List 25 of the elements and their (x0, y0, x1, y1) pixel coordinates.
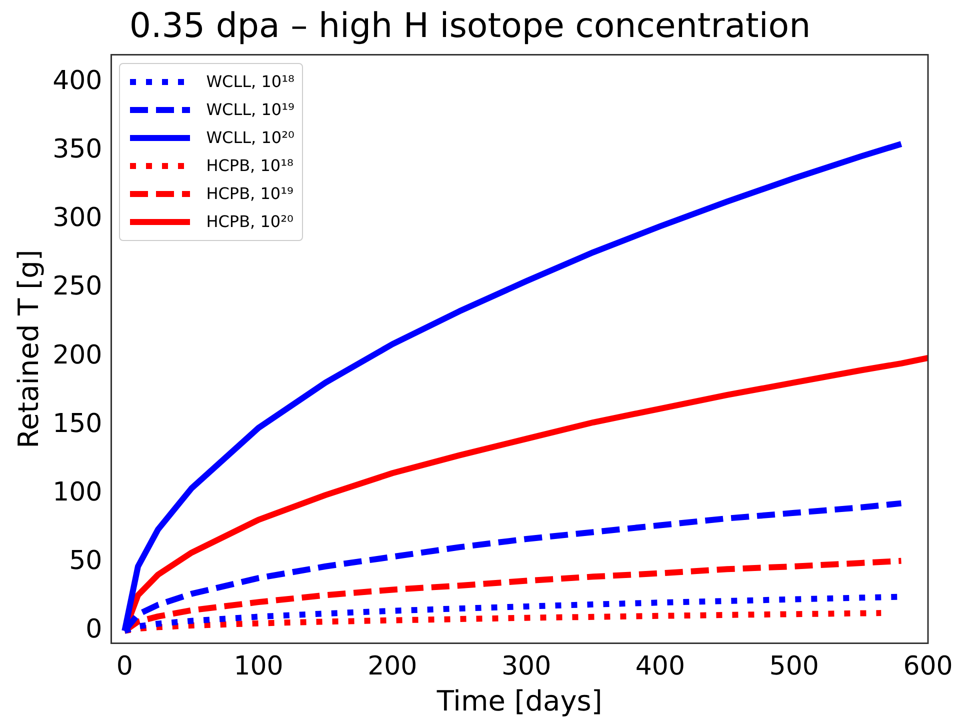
x-tick-label: 100 (234, 652, 284, 682)
y-tick-label: 200 (52, 340, 102, 370)
legend-label: HCPB, 10¹⁸ (206, 156, 294, 176)
chart-title: 0.35 dpa – high H isotope concentration (129, 6, 811, 46)
y-tick-label: 100 (52, 477, 102, 508)
x-axis-title: Time [days] (436, 684, 602, 718)
x-tick-label: 500 (769, 652, 819, 682)
legend-label: WCLL, 10¹⁸ (206, 72, 294, 92)
y-tick-label: 0 (86, 614, 102, 645)
legend-label: HCPB, 10¹⁹ (206, 184, 294, 204)
y-tick-label: 400 (52, 66, 102, 96)
x-tick-label: 0 (116, 652, 133, 682)
legend-label: WCLL, 10¹⁹ (206, 100, 294, 120)
y-tick-label: 350 (52, 134, 102, 165)
y-tick-label: 250 (52, 272, 102, 302)
x-tick-label: 600 (903, 652, 953, 682)
y-axis-title: Retained T [g] (12, 250, 46, 448)
x-tick-label: 300 (501, 652, 552, 682)
x-tick-label: 200 (368, 652, 418, 682)
y-tick-label: 300 (52, 203, 102, 234)
legend-label: HCPB, 10²⁰ (206, 212, 294, 232)
y-tick-label: 150 (52, 408, 102, 439)
x-tick-label: 400 (635, 652, 686, 682)
legend-label: WCLL, 10²⁰ (206, 128, 294, 148)
y-tick-label: 50 (69, 546, 102, 576)
